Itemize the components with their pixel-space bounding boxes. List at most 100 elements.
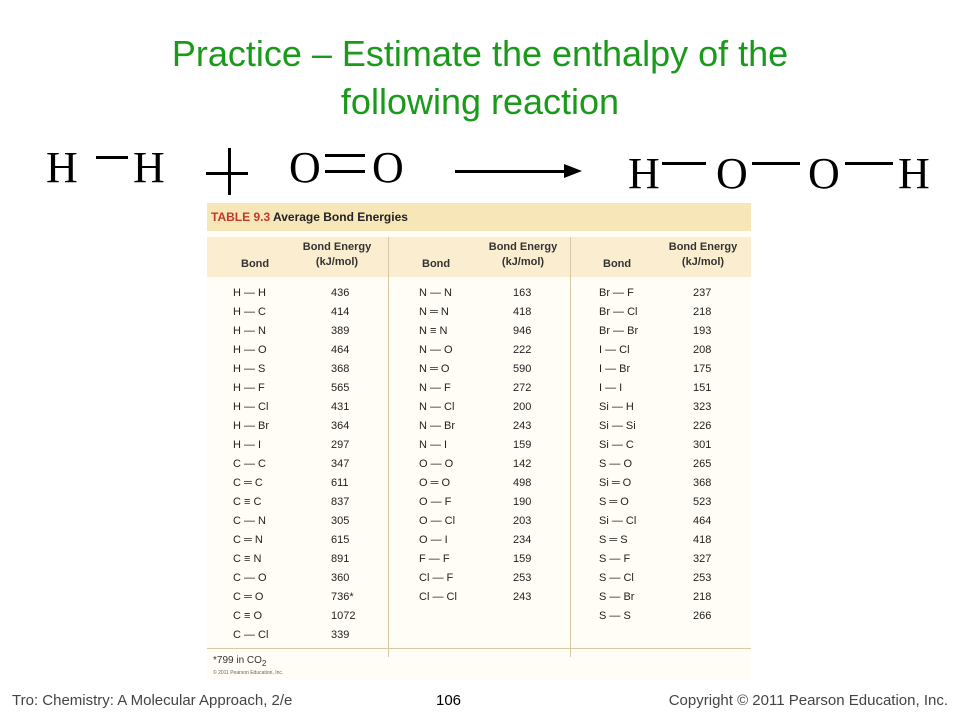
bond-energy: 218 bbox=[693, 306, 712, 318]
bond-energy: 418 bbox=[693, 534, 712, 546]
bond-energy: 431 bbox=[331, 401, 350, 413]
reactant2-atom2: O bbox=[372, 143, 404, 192]
bond-label: S — S bbox=[599, 610, 631, 622]
reactant1-atom1: H bbox=[46, 143, 78, 192]
bond-energy: 190 bbox=[513, 496, 532, 508]
bond-label: C — N bbox=[233, 515, 266, 527]
bond-label: C ═ C bbox=[233, 477, 263, 489]
plus-vertical bbox=[228, 148, 231, 195]
bond-label: O — I bbox=[419, 534, 448, 546]
bond-label: Br — Br bbox=[599, 325, 639, 337]
column-divider bbox=[570, 237, 571, 657]
bond-energy-table: TABLE 9.3 Average Bond Energies Bond Bon… bbox=[207, 203, 751, 680]
bond-energy: 265 bbox=[693, 458, 712, 470]
bond-energy: 222 bbox=[513, 344, 532, 356]
bond-label: Cl — F bbox=[419, 572, 454, 584]
bond-energy: 323 bbox=[693, 401, 712, 413]
bond-energy: 327 bbox=[693, 553, 712, 565]
bond-energy: 389 bbox=[331, 325, 350, 337]
bond-label: N ═ N bbox=[419, 306, 449, 318]
bond-energy: 243 bbox=[513, 420, 532, 432]
bond-label: N — F bbox=[419, 382, 451, 394]
header-bond: Bond bbox=[241, 258, 270, 270]
header-energy-line2: (kJ/mol) bbox=[315, 256, 359, 268]
bond-label: Si ═ O bbox=[599, 477, 632, 489]
footer-copyright: Copyright © 2011 Pearson Education, Inc. bbox=[668, 692, 948, 709]
product-bond1 bbox=[662, 162, 706, 165]
reactant1-single-bond bbox=[96, 156, 128, 159]
footer-page-number: 106 bbox=[436, 692, 462, 709]
footer-book-title: Tro: Chemistry: A Molecular Approach, 2/… bbox=[12, 692, 293, 709]
bond-label: I — I bbox=[599, 382, 623, 394]
bond-label: S ═ S bbox=[599, 534, 628, 546]
bond-label: N — Cl bbox=[419, 401, 455, 413]
arrow-head bbox=[564, 164, 582, 178]
reactant2-double-bond-top bbox=[325, 154, 365, 157]
reactant1-atom2: H bbox=[133, 143, 165, 192]
header-bond: Bond bbox=[603, 258, 632, 270]
bond-label: O — Cl bbox=[419, 515, 456, 527]
bond-label: S — O bbox=[599, 458, 633, 470]
bond-label: H — H bbox=[233, 287, 266, 299]
bond-label: C — Cl bbox=[233, 629, 269, 641]
product-bond2 bbox=[752, 162, 800, 165]
product-atom1: H bbox=[628, 149, 660, 198]
product-atom3: O bbox=[808, 149, 840, 198]
bond-energy: 200 bbox=[513, 401, 532, 413]
bond-label: C — O bbox=[233, 572, 267, 584]
bond-energy: 243 bbox=[513, 591, 532, 603]
bond-label: O — F bbox=[419, 496, 452, 508]
bond-label: H — F bbox=[233, 382, 265, 394]
bond-energy: 611 bbox=[331, 477, 349, 489]
bond-label: F — F bbox=[419, 553, 450, 565]
bond-label: C ≡ N bbox=[233, 553, 262, 565]
bond-label: H — S bbox=[233, 363, 266, 375]
bond-label: S — Cl bbox=[599, 572, 634, 584]
bond-label: Si — H bbox=[599, 401, 634, 413]
bond-label: H — Br bbox=[233, 420, 270, 432]
bond-energy: 208 bbox=[693, 344, 712, 356]
bond-energy: 1072 bbox=[331, 610, 356, 622]
bond-label: N — N bbox=[419, 287, 452, 299]
bond-energy: 565 bbox=[331, 382, 350, 394]
bond-energy: 226 bbox=[693, 420, 712, 432]
reactant2-atom1: O bbox=[289, 143, 321, 192]
table-number: TABLE 9.3 bbox=[211, 210, 271, 224]
table-header-bar bbox=[207, 237, 751, 277]
bond-label: N — I bbox=[419, 439, 448, 451]
bond-energy: 266 bbox=[693, 610, 712, 622]
bond-energy: 159 bbox=[513, 439, 532, 451]
bond-label: S ═ O bbox=[599, 496, 629, 508]
bond-label: C — C bbox=[233, 458, 266, 470]
bond-label: Si — C bbox=[599, 439, 634, 451]
header-energy: Bond Energy (kJ/mol) bbox=[483, 240, 563, 270]
bond-label: H — O bbox=[233, 344, 267, 356]
bond-energy: 418 bbox=[513, 306, 532, 318]
bond-energy: 297 bbox=[331, 439, 350, 451]
bond-label: O — O bbox=[419, 458, 454, 470]
bond-energy: 414 bbox=[331, 306, 350, 318]
bond-energy: 523 bbox=[693, 496, 712, 508]
header-bond: Bond bbox=[422, 258, 451, 270]
bond-label: C ═ N bbox=[233, 534, 263, 546]
footnote-text: *799 in CO bbox=[213, 655, 262, 666]
bond-label: Si — Si bbox=[599, 420, 636, 432]
bond-label: O ═ O bbox=[419, 477, 451, 489]
bond-energy: 237 bbox=[693, 287, 712, 299]
bond-energy: 301 bbox=[693, 439, 712, 451]
bond-label: H — Cl bbox=[233, 401, 269, 413]
bond-label: C ≡ O bbox=[233, 610, 263, 622]
bond-energy: 142 bbox=[513, 458, 532, 470]
bond-energy: 305 bbox=[331, 515, 350, 527]
bond-energy: 364 bbox=[331, 420, 350, 432]
bond-energy: 151 bbox=[693, 382, 712, 394]
bond-energy: 837 bbox=[331, 496, 350, 508]
bond-energy: 253 bbox=[513, 572, 532, 584]
bond-energy: 464 bbox=[693, 515, 712, 527]
bond-label: H — C bbox=[233, 306, 266, 318]
slide-title-line2: following reaction bbox=[340, 81, 620, 122]
bond-energy: 615 bbox=[331, 534, 350, 546]
bond-energy: 163 bbox=[513, 287, 532, 299]
bond-energy: 175 bbox=[693, 363, 712, 375]
bond-label: N ═ O bbox=[419, 363, 450, 375]
